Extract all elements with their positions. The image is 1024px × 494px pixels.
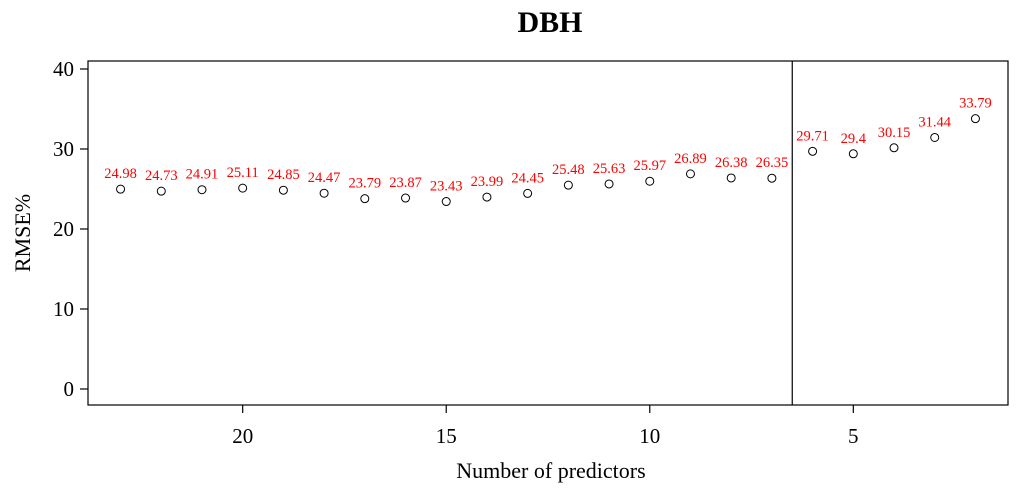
data-point (767, 173, 777, 183)
data-point (482, 192, 492, 202)
chart-title: DBH (517, 6, 582, 39)
data-point (726, 173, 736, 183)
y-tick-label: 40 (53, 57, 74, 81)
data-point (848, 149, 858, 159)
data-point (523, 188, 533, 198)
data-label: 30.15 (878, 125, 911, 141)
data-point (238, 183, 248, 193)
data-point (360, 194, 370, 204)
data-point (319, 188, 329, 198)
data-point (930, 132, 940, 142)
data-point (441, 197, 451, 207)
data-label: 24.73 (145, 168, 178, 184)
data-label: 24.91 (186, 167, 219, 183)
x-axis-label: Number of predictors (456, 458, 645, 483)
data-point (116, 184, 126, 194)
data-point (685, 169, 695, 179)
data-point (563, 180, 573, 190)
data-point (156, 186, 166, 196)
data-label: 23.79 (349, 176, 382, 192)
data-label: 25.11 (227, 165, 259, 181)
data-label: 24.47 (308, 170, 341, 186)
y-tick-label: 10 (53, 297, 74, 321)
x-tick-label: 5 (848, 424, 859, 448)
data-label: 23.87 (389, 175, 422, 191)
data-point (278, 185, 288, 195)
plot-area: 0 10 20 30 40 20 15 10 5 24.98 24.73 24.91 25.11 24.8… (53, 57, 992, 448)
data-point (401, 193, 411, 203)
data-point (197, 185, 207, 195)
x-tick-label: 15 (436, 424, 457, 448)
data-point (808, 146, 818, 156)
data-point (889, 143, 899, 153)
data-label: 33.79 (959, 96, 992, 112)
data-label: 26.89 (674, 151, 707, 167)
data-point (645, 176, 655, 186)
data-point (970, 114, 980, 124)
y-tick-label: 20 (53, 217, 74, 241)
y-tick-label: 30 (53, 137, 74, 161)
data-label: 25.97 (633, 158, 666, 174)
y-tick-label: 0 (64, 377, 75, 401)
data-label: 23.99 (471, 174, 504, 190)
x-tick-label: 20 (232, 424, 253, 448)
data-label: 29.71 (796, 128, 829, 144)
data-label: 26.35 (756, 155, 789, 171)
data-label: 24.98 (104, 166, 137, 182)
data-label: 26.38 (715, 155, 748, 171)
data-label: 23.43 (430, 179, 463, 195)
x-tick-label: 10 (639, 424, 660, 448)
data-label: 25.63 (593, 161, 626, 177)
data-label: 25.48 (552, 162, 585, 178)
data-label: 24.45 (511, 170, 544, 186)
data-label: 31.44 (918, 114, 951, 130)
data-label: 24.85 (267, 167, 300, 183)
data-point (604, 179, 614, 189)
y-axis-label: RMSE% (10, 194, 35, 272)
plot-frame (87, 60, 1009, 406)
data-label: 29.4 (841, 131, 867, 147)
